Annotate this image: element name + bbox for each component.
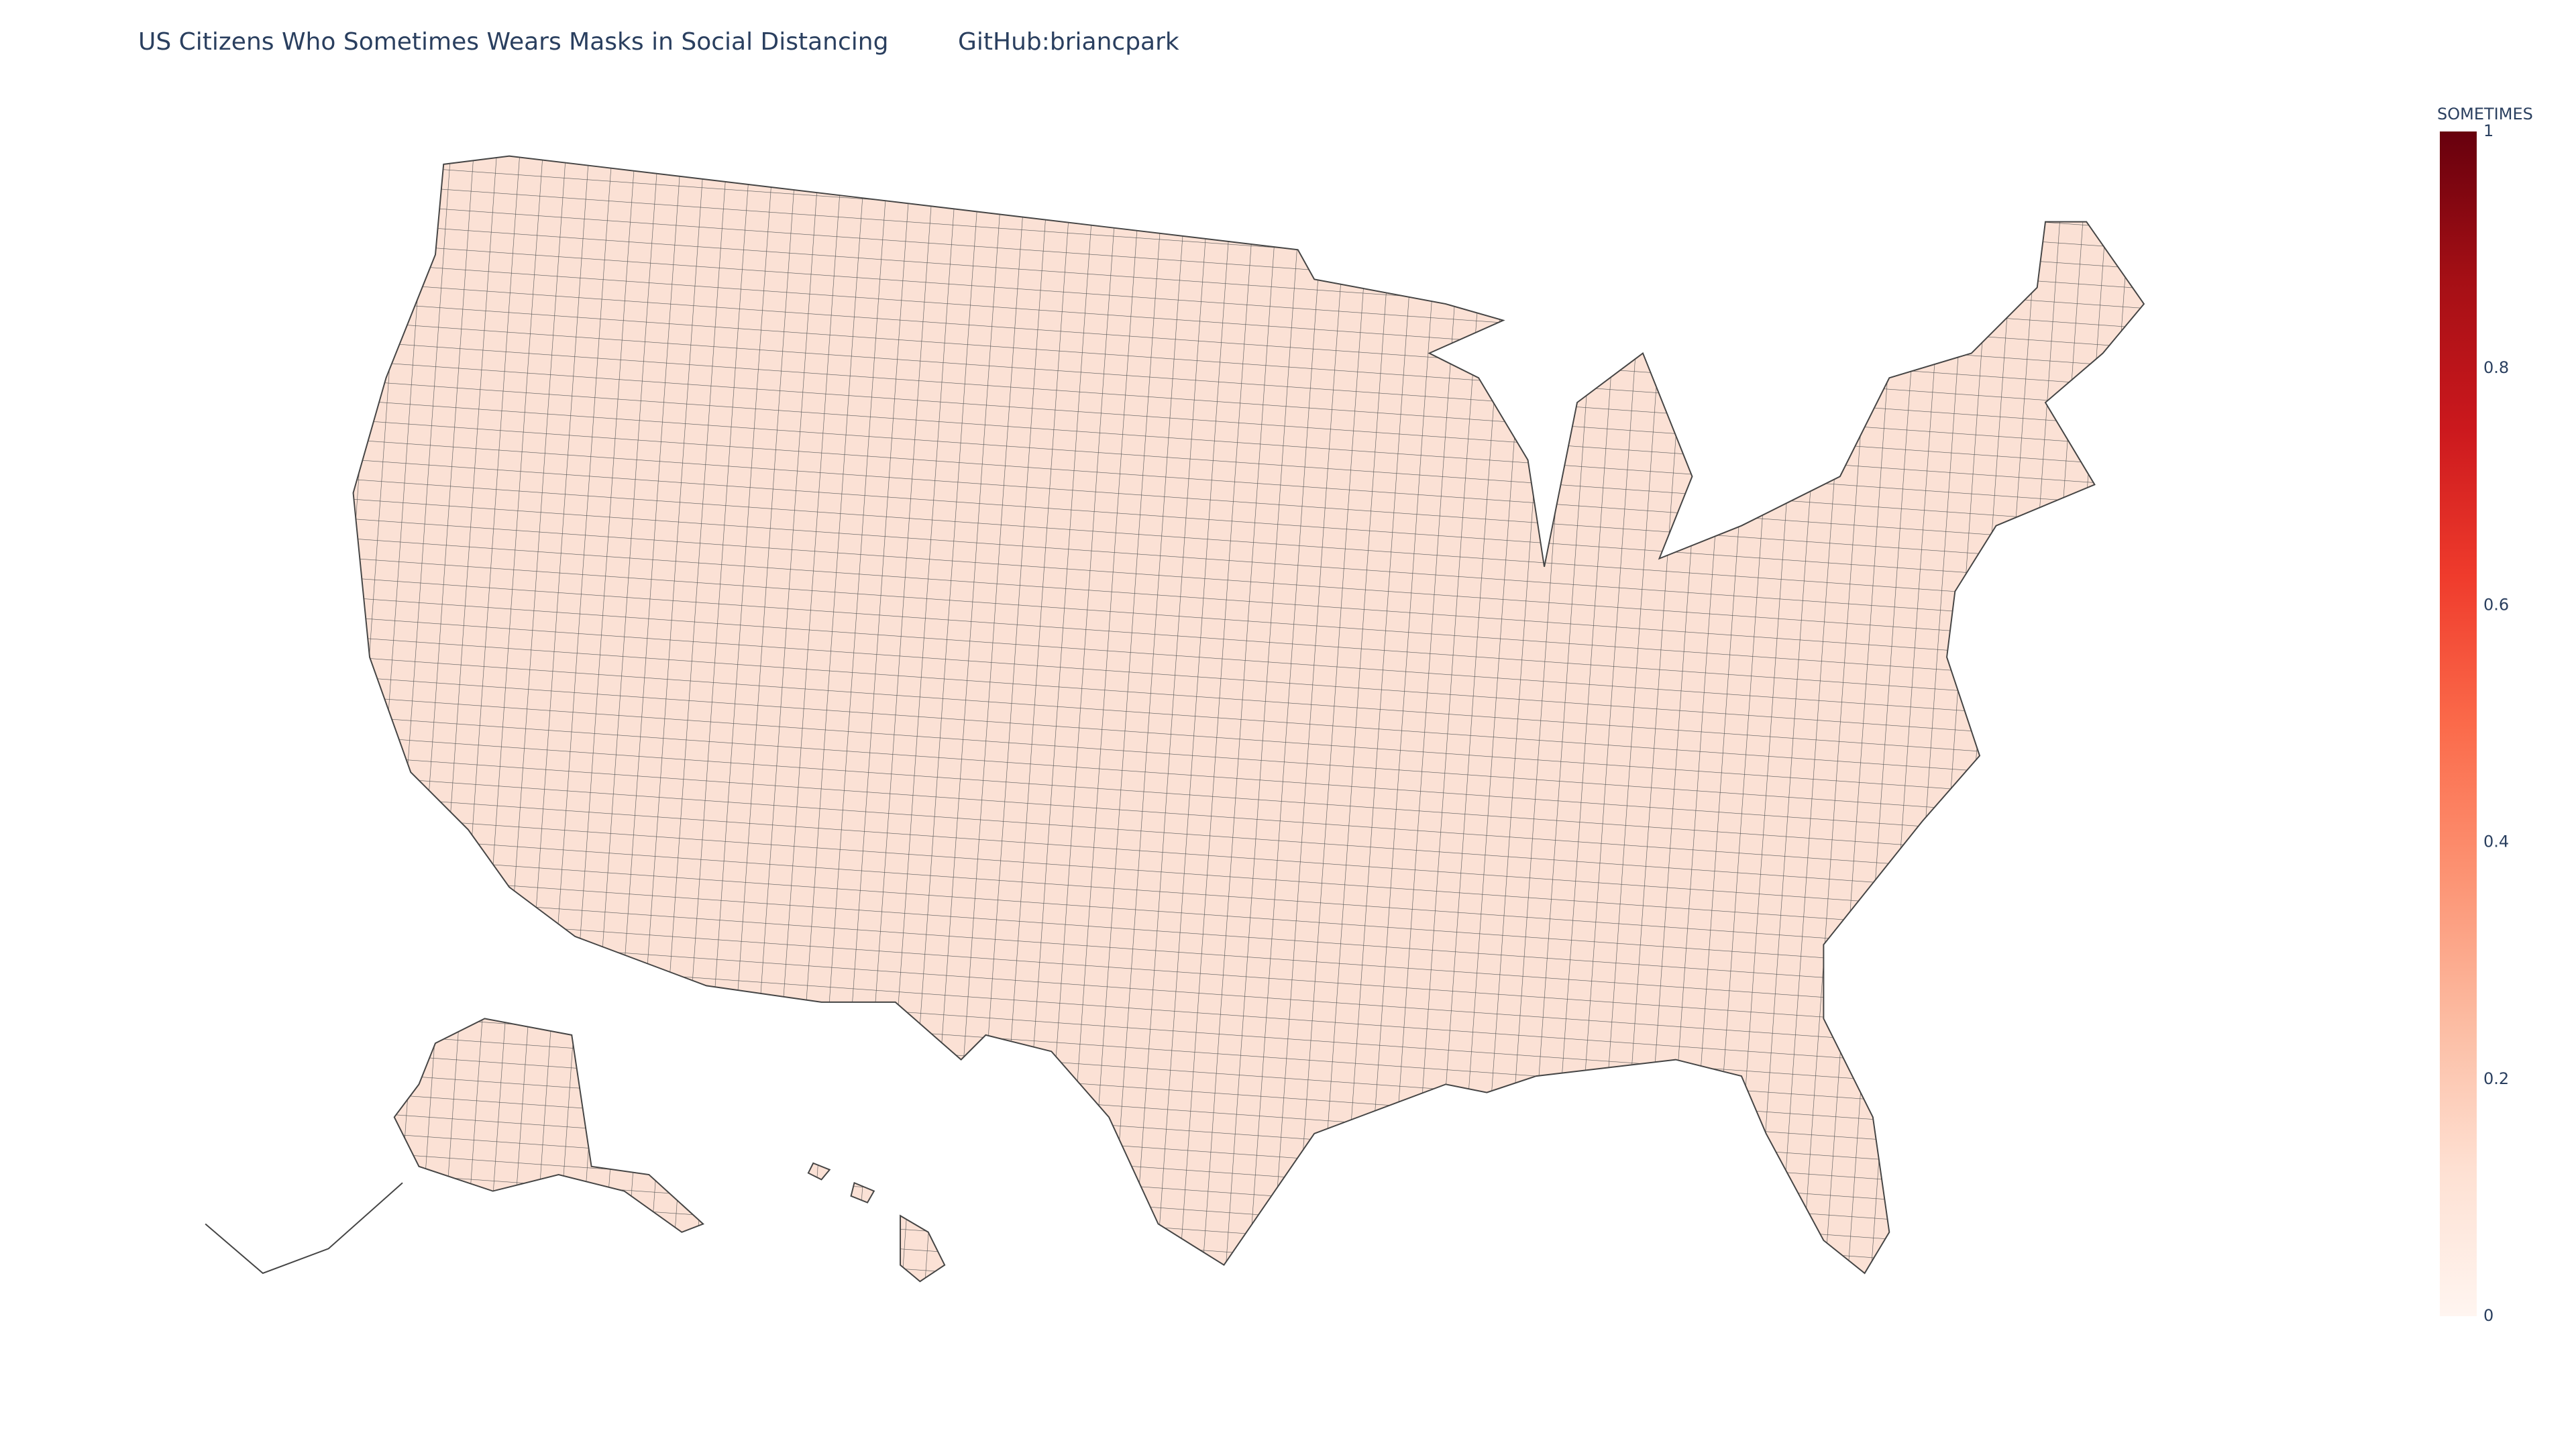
colorbar xyxy=(2440,131,2477,1316)
colorbar-tick-label: 1 xyxy=(2483,121,2493,140)
colorbar-tick-label: 0 xyxy=(2483,1306,2493,1325)
contiguous-us xyxy=(352,155,2145,1275)
map xyxy=(205,155,2145,1283)
colorbar-tick-label: 0.2 xyxy=(2483,1069,2509,1088)
alaska-islands xyxy=(205,1182,403,1275)
chart-title: US Citizens Who Sometimes Wears Masks in… xyxy=(138,28,888,56)
alaska xyxy=(393,1018,705,1233)
colorbar-tick-label: 0.8 xyxy=(2483,358,2509,377)
colorbar-title: SOMETIMES xyxy=(2437,105,2533,123)
chart-subtitle: GitHub:briancpark xyxy=(958,28,1179,56)
colorbar-tick-label: 0.6 xyxy=(2483,595,2509,614)
colorbar-tick-label: 0.4 xyxy=(2483,833,2509,851)
hawaii xyxy=(807,1162,946,1283)
